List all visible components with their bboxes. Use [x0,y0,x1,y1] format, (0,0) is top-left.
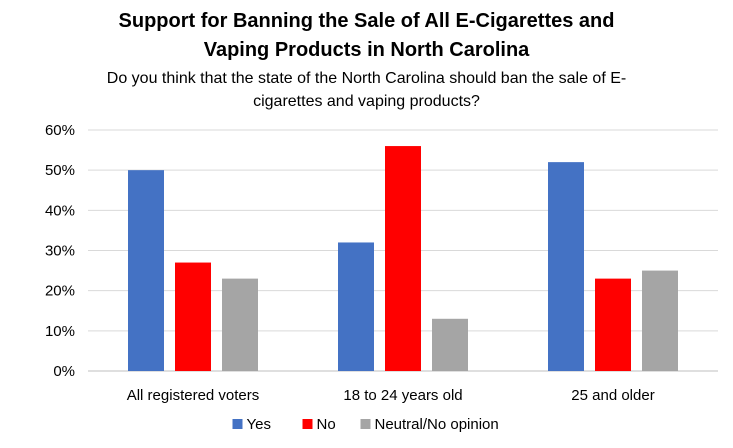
x-tick-label: 18 to 24 years old [343,387,462,404]
bar-no-2 [385,146,421,371]
bar-neutral-no-opinion-1 [222,278,258,371]
legend-label: Neutral/No opinion [375,416,499,433]
legend-swatch-neutral-no-opinion [360,419,371,429]
y-tick-label: 40% [45,202,75,219]
bar-no-1 [175,262,211,371]
legend-swatch-no [302,419,313,429]
x-tick-label: 25 and older [571,387,654,404]
chart-subtitle-line-2: cigarettes and vaping products? [253,93,480,110]
bar-neutral-no-opinion-2 [432,318,468,371]
y-tick-label: 0% [53,363,75,380]
legend-swatch-yes [232,419,243,429]
bar-yes-2 [338,242,374,371]
chart-title-line-1: Support for Banning the Sale of All E-Ci… [118,10,615,32]
x-tick-label: All registered voters [127,387,260,404]
y-tick-label: 60% [45,122,75,139]
y-tick-label: 10% [45,323,75,340]
y-tick-label: 50% [45,162,75,179]
bar-yes-1 [128,170,164,371]
bar-yes-3 [548,162,584,371]
y-tick-label: 20% [45,283,75,300]
legend-label: Yes [247,416,271,433]
chart-title-line-2: Vaping Products in North Carolina [203,39,530,61]
y-tick-label: 30% [45,243,75,260]
chart-subtitle-line-1: Do you think that the state of the North… [106,70,627,87]
bar-no-3 [595,278,631,371]
bar-neutral-no-opinion-3 [642,270,678,371]
legend-label: No [317,416,336,433]
